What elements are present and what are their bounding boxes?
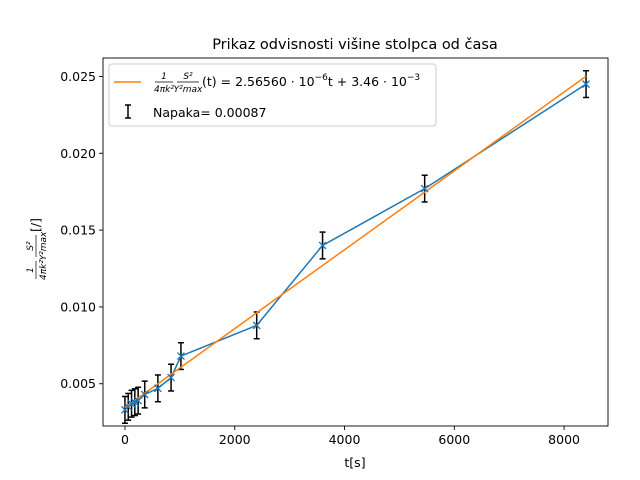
- data-point-marker: [167, 373, 176, 382]
- legend-errorbar-label: Napaka= 0.00087: [153, 105, 266, 120]
- plot-content: [120, 70, 591, 424]
- legend-box: [108, 63, 437, 127]
- legend-errorbar-swatch: [125, 104, 131, 119]
- legend-frac2-den: Y²max: [174, 85, 203, 95]
- y-tick-label: 0.015: [60, 223, 96, 238]
- data-point-marker: [134, 396, 143, 405]
- y-label-frac2-den: Y²max: [39, 231, 49, 260]
- legend-frac1-den: 4πk²: [154, 85, 174, 95]
- y-label-frac1-num: 1: [26, 267, 36, 273]
- chart-title: Prikaz odvisnosti višine stolpca od časa: [212, 37, 498, 53]
- plot-frame: [102, 57, 609, 427]
- y-axis-ticks: 0.005 0.010 0.015 0.020 0.025: [60, 69, 103, 391]
- data-point-marker: [420, 184, 429, 193]
- y-axis-label: 1 4πk² S² Y²max [/]: [26, 218, 49, 280]
- y-tick-label: 0.020: [60, 146, 96, 161]
- data-point-marker: [153, 384, 162, 393]
- y-tick-label: 0.005: [60, 376, 96, 391]
- x-tick-label: 0: [121, 432, 129, 447]
- x-tick-label: 2000: [219, 432, 251, 447]
- legend-frac1-num: 1: [161, 72, 167, 82]
- x-axis-ticks: 0 2000 4000 6000 8000: [121, 426, 580, 447]
- data-point-marker: [318, 241, 327, 250]
- y-label-frac1-den: 4πk²: [39, 260, 49, 280]
- y-tick-label: 0.010: [60, 299, 96, 314]
- y-label-unit: [/]: [28, 218, 43, 232]
- data-point-marker: [582, 80, 591, 89]
- x-tick-label: 4000: [329, 432, 361, 447]
- y-label-frac2-num: S²: [26, 241, 36, 251]
- x-tick-label: 6000: [438, 432, 470, 447]
- legend-frac2-num: S²: [183, 72, 193, 82]
- data-point-marker: [252, 321, 261, 330]
- legend: 1 4πk² S² Y²max (t) = 2.56560 · 10−6t + …: [108, 63, 437, 127]
- x-axis-label: t[s]: [344, 455, 365, 470]
- legend-fit-exp1: −6: [315, 73, 329, 83]
- data-point-marker: [176, 352, 185, 361]
- x-tick-label: 8000: [548, 432, 580, 447]
- legend-fit-label-left: (t) = 2.56560 · 10: [202, 74, 315, 89]
- data-point-marker: [140, 390, 149, 399]
- legend-fit-exp2: −3: [407, 73, 420, 83]
- legend-fit-label: (t) = 2.56560 · 10−6t + 3.46 · 10−3: [202, 73, 420, 89]
- legend-fit-label-mid: t + 3.46 · 10: [328, 74, 407, 89]
- fit-line: [124, 75, 587, 409]
- y-tick-label: 0.025: [60, 69, 96, 84]
